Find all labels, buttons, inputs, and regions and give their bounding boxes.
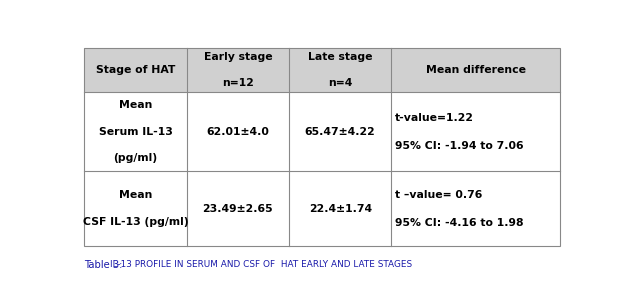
Text: Late stage

n=4: Late stage n=4 <box>308 52 372 88</box>
Text: 65.47±4.22: 65.47±4.22 <box>305 127 376 137</box>
Text: 62.01±4.0: 62.01±4.0 <box>206 127 269 137</box>
Text: Table 3:: Table 3: <box>84 260 126 270</box>
Text: t-value=1.22

95% CI: -1.94 to 7.06: t-value=1.22 95% CI: -1.94 to 7.06 <box>395 113 524 151</box>
Text: t –value= 0.76

95% CI: -4.16 to 1.98: t –value= 0.76 95% CI: -4.16 to 1.98 <box>395 189 524 228</box>
Text: 22.4±1.74: 22.4±1.74 <box>309 204 372 213</box>
Text: 23.49±2.65: 23.49±2.65 <box>203 204 273 213</box>
Text: Stage of HAT: Stage of HAT <box>96 65 175 75</box>
Text: Early stage

n=12: Early stage n=12 <box>204 52 272 88</box>
Text: Mean

CSF IL-13 (pg/ml): Mean CSF IL-13 (pg/ml) <box>83 190 189 227</box>
Text: Mean difference: Mean difference <box>426 65 526 75</box>
Text: Mean

Serum IL-13

(pg/ml): Mean Serum IL-13 (pg/ml) <box>99 100 172 163</box>
Text: IL-13 PROFILE IN SERUM AND CSF OF  HAT EARLY AND LATE STAGES: IL-13 PROFILE IN SERUM AND CSF OF HAT EA… <box>110 260 412 269</box>
